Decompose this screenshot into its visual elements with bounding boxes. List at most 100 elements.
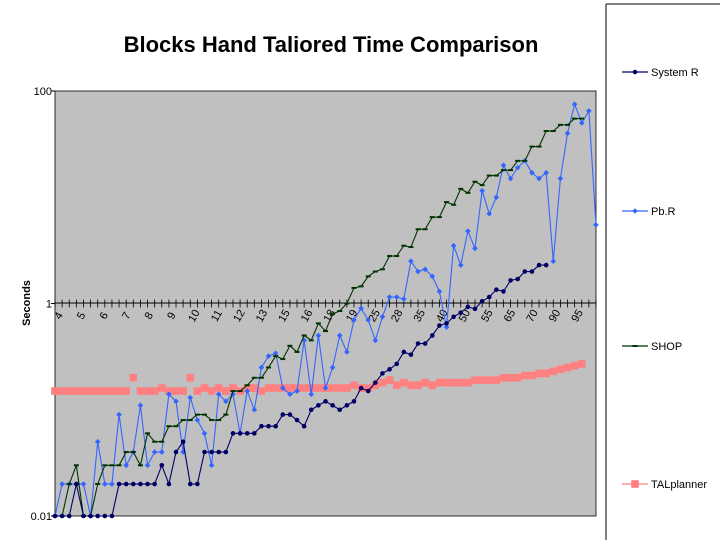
data-point-talplanner <box>72 387 81 395</box>
data-point-shop <box>415 228 421 231</box>
data-point-talplanner <box>485 376 494 384</box>
data-point-shop <box>258 376 264 379</box>
data-point-shop <box>301 334 307 337</box>
data-point-pb-r <box>536 175 542 182</box>
data-point-pb-r <box>265 353 272 359</box>
data-point-shop <box>493 174 499 177</box>
data-point-pb-r <box>465 228 471 234</box>
legend-item-pb-r: Pb.R <box>622 206 676 218</box>
legend-label: SHOP <box>651 341 682 353</box>
data-point-talplanner <box>400 378 408 387</box>
data-point-pb-r <box>102 481 108 487</box>
data-point-system-r <box>159 463 165 468</box>
chart-title: Blocks Hand Taliored Time Comparison <box>124 32 539 57</box>
data-point-talplanner <box>150 387 159 395</box>
data-point-shop <box>237 390 243 393</box>
data-point-system-r <box>373 380 378 385</box>
data-point-pb-r <box>372 337 379 344</box>
data-point-pb-r <box>507 175 514 182</box>
data-point-system-r <box>479 298 485 304</box>
data-point-pb-r <box>201 430 208 437</box>
data-point-system-r <box>216 449 222 455</box>
data-point-pb-r <box>529 169 535 176</box>
data-point-pb-r <box>180 449 186 455</box>
data-point-shop <box>429 216 435 219</box>
data-point-shop <box>187 419 193 422</box>
legend-marker <box>632 69 638 75</box>
series-layer <box>51 101 599 519</box>
data-point-pb-r <box>415 268 421 275</box>
data-point-talplanner <box>65 387 74 395</box>
data-point-pb-r <box>308 391 315 398</box>
data-point-talplanner <box>250 384 259 392</box>
data-point-pb-r <box>557 175 564 182</box>
data-point-system-r <box>387 367 392 372</box>
data-point-shop <box>508 169 514 172</box>
data-point-system-r <box>330 403 335 408</box>
data-point-talplanner <box>535 369 543 378</box>
data-point-shop <box>166 425 172 428</box>
data-point-shop <box>465 191 471 194</box>
x-tick-label: 9 <box>165 310 178 321</box>
data-point-talplanner <box>506 373 515 382</box>
data-point-shop <box>330 312 336 315</box>
x-tick-label: 70 <box>524 308 541 325</box>
data-point-system-r <box>230 431 236 436</box>
data-point-system-r <box>408 352 414 357</box>
legend-label: TALplanner <box>651 479 707 491</box>
x-tick-label: 11 <box>209 308 225 324</box>
data-point-talplanner <box>143 387 152 395</box>
data-point-talplanner <box>93 387 102 395</box>
data-point-pb-r <box>593 222 599 228</box>
data-point-talplanner <box>300 384 308 392</box>
data-point-talplanner <box>563 363 572 372</box>
data-point-pb-r <box>294 388 300 394</box>
data-point-pb-r <box>151 449 158 455</box>
data-point-shop <box>173 425 179 428</box>
x-tick-label: 16 <box>299 308 316 325</box>
legend-item-system-r: System R <box>622 67 699 79</box>
data-point-system-r <box>308 407 314 413</box>
data-point-talplanner <box>193 387 202 395</box>
data-point-talplanner <box>414 381 422 390</box>
data-point-talplanner <box>314 384 323 392</box>
data-point-system-r <box>66 513 72 519</box>
x-tick-label: 18 <box>321 308 338 325</box>
data-point-system-r <box>515 276 520 282</box>
data-point-system-r <box>380 371 385 376</box>
data-point-shop <box>500 169 506 172</box>
data-point-system-r <box>437 323 442 328</box>
y-tick-label: 1 <box>46 299 52 311</box>
data-point-talplanner <box>51 387 59 395</box>
data-point-pb-r <box>244 388 250 394</box>
data-point-pb-r <box>223 398 229 405</box>
data-point-system-r <box>195 481 200 487</box>
data-point-system-r <box>522 269 528 274</box>
legend: System R Pb.R SHOP TALplanner <box>622 67 707 491</box>
data-point-pb-r <box>116 411 122 418</box>
data-point-pb-r <box>251 406 258 413</box>
data-point-shop <box>451 203 457 206</box>
data-point-shop <box>95 483 101 486</box>
data-point-system-r <box>465 304 471 310</box>
data-point-system-r <box>131 481 136 487</box>
data-point-shop <box>273 355 279 358</box>
data-point-pb-r <box>457 262 464 268</box>
data-point-shop <box>408 246 414 249</box>
data-point-shop <box>379 268 385 271</box>
data-point-talplanner <box>165 387 173 395</box>
data-point-system-r <box>209 449 214 455</box>
data-point-system-r <box>173 449 179 455</box>
data-point-shop <box>251 376 257 379</box>
data-point-pb-r <box>123 462 129 469</box>
data-point-system-r <box>252 431 257 436</box>
data-point-shop <box>323 330 328 333</box>
data-point-pb-r <box>486 210 493 217</box>
x-tick-label: 5 <box>75 310 88 321</box>
data-point-system-r <box>536 262 542 268</box>
data-point-shop <box>543 130 549 133</box>
data-point-talplanner <box>86 387 95 395</box>
data-point-talplanner <box>122 387 130 395</box>
data-point-talplanner <box>499 373 508 382</box>
data-point-shop <box>479 184 485 187</box>
